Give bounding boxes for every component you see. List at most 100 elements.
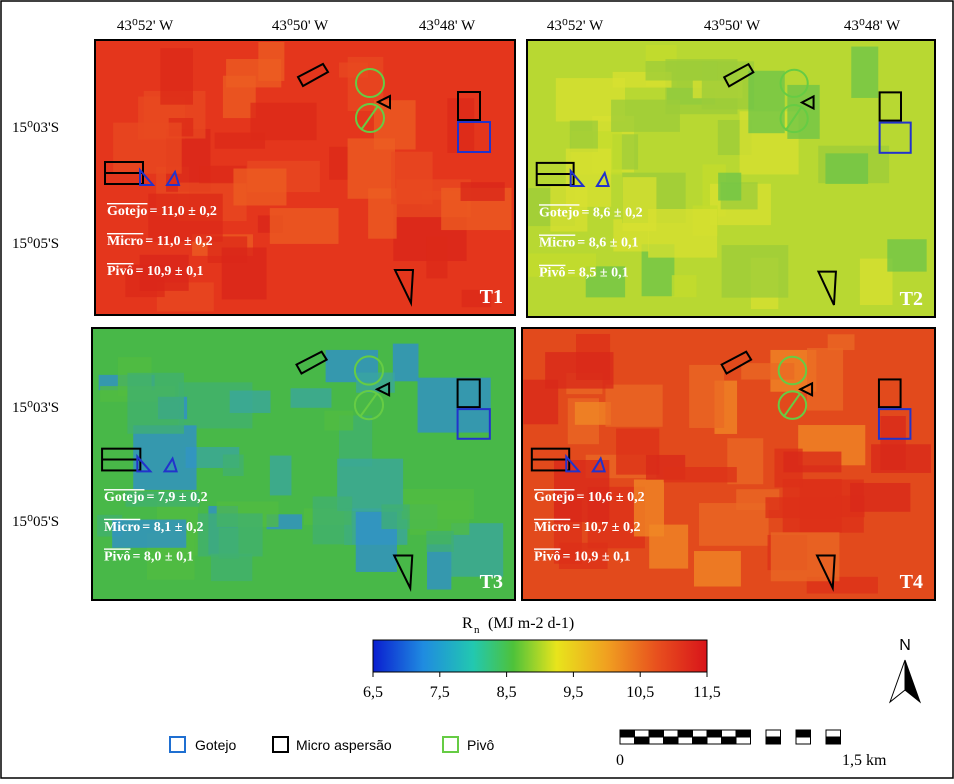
micro-plot (375, 94, 391, 110)
stat-value: = 7,9 ± 0,2 (146, 490, 207, 505)
pivot-plot (784, 105, 803, 132)
pivot-plot (782, 392, 802, 418)
scale-end: 1,5 km (842, 752, 887, 769)
map-panel: Gotejo = 10,6 ± 0,2 Micro = 10,7 ± 0,2 Pivô =… (521, 327, 936, 601)
field-patch (222, 454, 244, 477)
latitude-label: 15⁰03'S (12, 400, 59, 416)
field-patch (689, 364, 725, 428)
field-patch (233, 168, 287, 206)
micro-plot (798, 381, 814, 397)
panel-border (526, 39, 936, 318)
field-patch (160, 48, 193, 105)
field-patch (574, 402, 611, 425)
field-patch (807, 348, 844, 411)
panel-label: T1 (480, 286, 503, 308)
latitude-label: 15⁰03'S (12, 120, 59, 136)
field-patch (324, 410, 354, 431)
field-patch (633, 479, 664, 537)
stat-label: Micro (107, 234, 143, 249)
micro-plot (816, 270, 837, 306)
field-patch (721, 245, 789, 298)
drip-plot (136, 453, 153, 473)
scale-segment (721, 729, 737, 738)
stat-value: = 8,1 ± 0,2 (142, 520, 203, 535)
longitude-label: 43⁰50' W (704, 18, 761, 34)
latitude-label: 15⁰05'S (12, 514, 59, 530)
scale-start: 0 (616, 752, 624, 769)
field-patch (290, 388, 332, 408)
field-patch (871, 444, 931, 473)
micro-plot (722, 62, 755, 88)
field-patch (312, 496, 353, 545)
scale-segment (677, 729, 693, 738)
field-patch (460, 182, 505, 201)
legend-label: Micro aspersão (296, 737, 392, 753)
field-patch (748, 70, 785, 134)
scale-segment (795, 729, 811, 738)
field-patch (112, 519, 187, 548)
field-patch (694, 551, 741, 587)
stat-label: Gotejo (534, 490, 574, 505)
field-patch (269, 455, 292, 496)
scale-segment (721, 736, 737, 745)
longitude-label: 43⁰48' W (844, 18, 901, 34)
colorbar-tick-label: 8,5 (497, 684, 517, 701)
legend-label: Gotejo (195, 737, 236, 753)
micro-plot (877, 378, 902, 409)
stat-value: = 8,0 ± 0,1 (132, 549, 193, 564)
scale-segment (735, 729, 751, 738)
drip-plot (569, 168, 586, 188)
scale-segment (765, 729, 781, 738)
legend-swatch (169, 736, 186, 753)
panel-border (94, 39, 516, 316)
longitude-label: 43⁰48' W (419, 18, 476, 34)
longitude-label: 43⁰52' W (547, 18, 604, 34)
field-patch (827, 334, 855, 351)
stat-label: Micro (539, 235, 575, 250)
field-patch (221, 247, 267, 300)
drip-plot (878, 121, 912, 154)
scale-segment (663, 736, 679, 745)
stat-value: = 10,6 ± 0,2 (576, 490, 644, 505)
scale-segment (825, 736, 841, 745)
drip-plot (591, 456, 606, 473)
pivot-plot (353, 355, 385, 386)
field-patch (648, 209, 718, 258)
panel-label: T4 (900, 571, 923, 593)
panel-border (91, 327, 516, 601)
field-patch (127, 372, 184, 434)
drip-plot (162, 456, 178, 473)
pivot-plot (777, 355, 808, 386)
scale-segment (648, 736, 664, 745)
stat-label: Micro (534, 520, 570, 535)
field-patch (409, 500, 470, 535)
scale-segment (648, 729, 664, 738)
pivot-plot (355, 68, 385, 98)
stat-label: Gotejo (104, 490, 144, 505)
field-patch (427, 544, 452, 590)
stat-value: = 11,0 ± 0,2 (145, 234, 212, 249)
field-patch (113, 122, 182, 174)
field-patch (859, 258, 893, 306)
field-patch (447, 98, 475, 153)
scale-segment (619, 736, 635, 745)
field-patch (347, 138, 396, 199)
micro-plot (393, 269, 415, 307)
micro-plot (392, 554, 414, 592)
drip-plot (595, 170, 610, 188)
stat-label: Pivô (104, 549, 130, 564)
field-patch (226, 59, 282, 88)
pivot-plot (355, 103, 385, 133)
field-patch (645, 61, 718, 81)
field-patch (622, 177, 657, 232)
scale-segment (825, 729, 841, 738)
stat-value: = 10,7 ± 0,2 (572, 520, 640, 535)
drip-plot (165, 169, 181, 186)
stat-label: Pivô (534, 549, 560, 564)
field-patch (133, 425, 197, 490)
stat-value: = 8,6 ± 0,2 (581, 205, 642, 220)
micro-plot (878, 91, 903, 122)
field-patch (148, 193, 223, 242)
field-patch (125, 491, 200, 507)
